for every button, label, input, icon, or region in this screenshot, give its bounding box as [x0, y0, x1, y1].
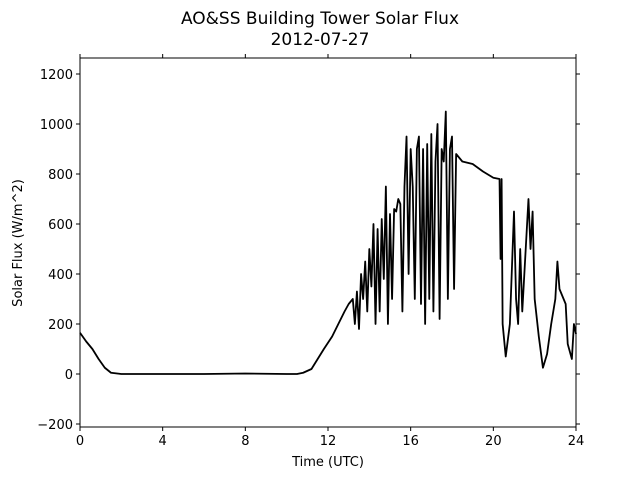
y-tick-label: 200 — [48, 318, 73, 333]
y-tick-label: 800 — [48, 168, 73, 183]
x-tick-label: 8 — [241, 434, 249, 449]
x-tick-label: 24 — [568, 434, 585, 449]
x-tick-label: 16 — [402, 434, 419, 449]
y-tick-label: 1000 — [40, 118, 73, 133]
data-line — [79, 110, 577, 375]
chart-title: AO&SS Building Tower Solar Flux — [181, 9, 459, 29]
x-tick-label: 20 — [485, 434, 502, 449]
y-tick-label: −200 — [37, 418, 73, 433]
x-tick-label: 4 — [159, 434, 167, 449]
x-tick-label: 0 — [76, 434, 84, 449]
y-axis-label: Solar Flux (W/m^2) — [11, 179, 26, 307]
y-tick-label: 1200 — [40, 68, 73, 83]
chart-subtitle: 2012-07-27 — [271, 30, 370, 50]
y-tick-label: 0 — [65, 368, 73, 383]
y-tick-label: 600 — [48, 218, 73, 233]
plot-frame — [79, 57, 577, 428]
y-tick-label: 400 — [48, 268, 73, 283]
x-tick-label: 12 — [320, 434, 337, 449]
x-axis-label: Time (UTC) — [291, 455, 364, 470]
